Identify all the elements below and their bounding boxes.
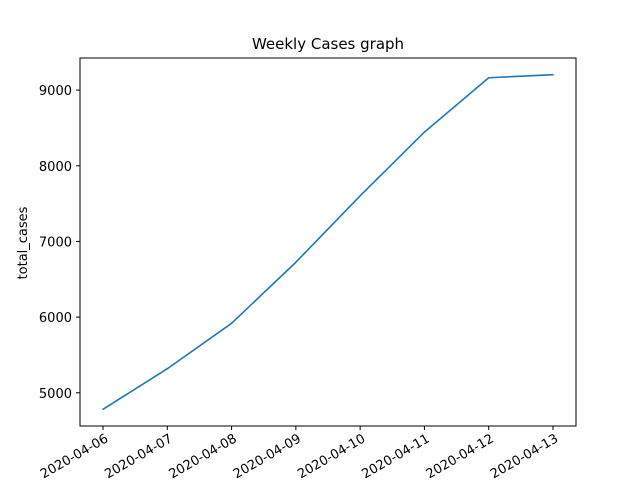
x-tick-label: 2020-04-08	[167, 431, 240, 480]
x-tick-label: 2020-04-09	[231, 431, 304, 480]
x-tick-label: 2020-04-10	[295, 431, 368, 480]
x-tick-label: 2020-04-07	[102, 431, 175, 480]
y-axis-label: total_cases	[16, 206, 31, 279]
data-point	[102, 408, 104, 411]
x-tick-label: 2020-04-12	[424, 431, 497, 480]
data-point	[295, 261, 297, 264]
data-point	[166, 367, 169, 370]
y-tick-label: 9000	[39, 84, 72, 99]
plot-area: 5000 6000 7000 8000 9000 2020-04-062020-04-07…	[38, 57, 577, 480]
data-point	[230, 322, 233, 325]
plot-frame	[79, 57, 577, 427]
data-point	[359, 195, 361, 197]
y-tick-label: 6000	[39, 311, 72, 326]
x-tick-label: 2020-04-11	[359, 431, 432, 480]
data-point	[487, 76, 490, 79]
x-tick-label: 2020-04-13	[488, 431, 561, 480]
x-tick-label: 2020-04-06	[38, 431, 111, 480]
data-point	[423, 131, 426, 133]
y-tick-label: 7000	[39, 235, 72, 250]
chart-title: Weekly Cases graph	[252, 35, 404, 53]
y-tick-label: 8000	[39, 160, 72, 175]
series-line	[102, 73, 554, 410]
y-tick-label: 5000	[39, 387, 72, 402]
data-point	[552, 73, 554, 76]
